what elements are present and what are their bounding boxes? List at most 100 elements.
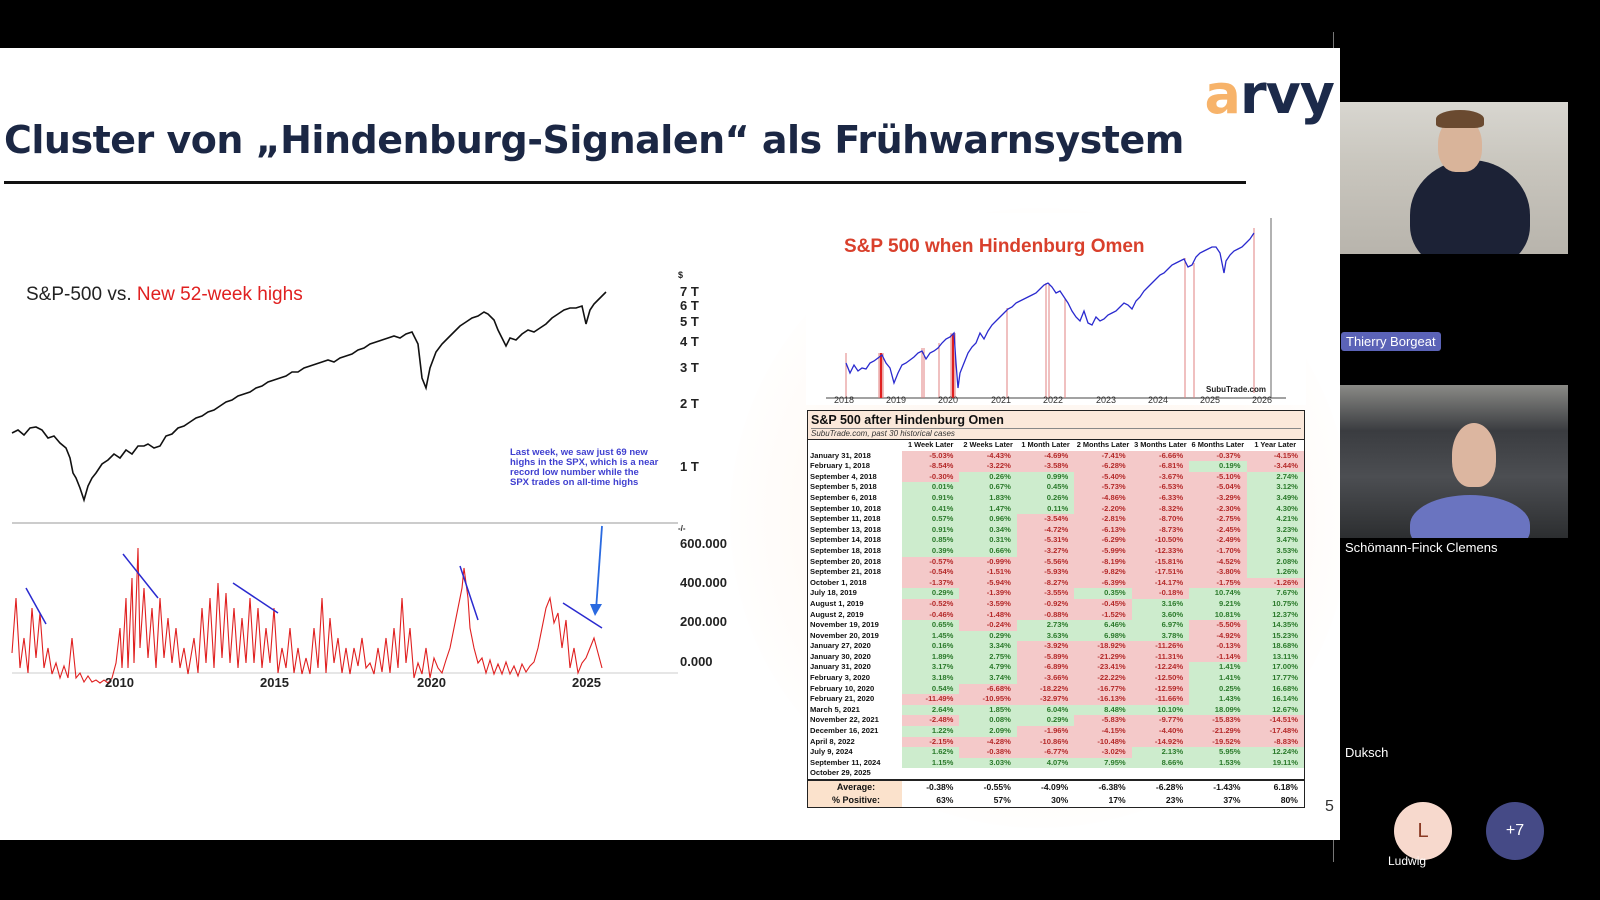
table-row: September 14, 2018 0.85% 0.31% -5.31% -6.29%… (808, 535, 1304, 546)
x-tick: 2015 (260, 675, 289, 690)
table-cell: 12.24% (1246, 747, 1304, 758)
table-cell: -15.83% (1189, 715, 1247, 727)
table-cell: 3.53% (1246, 545, 1304, 557)
table-cell: -5.99% (1074, 545, 1132, 557)
table-cell: 9.21% (1189, 598, 1247, 610)
more-participants-button[interactable]: +7 (1486, 802, 1544, 860)
positive-value: 57% (993, 795, 1011, 805)
table-cell: 2.74% (1246, 471, 1304, 483)
price-tick: 1 T (680, 459, 699, 474)
table-cell: -3.67% (1131, 471, 1190, 483)
row-date: August 1, 2019 (810, 598, 864, 608)
table-cell: -0.88% (1016, 609, 1075, 621)
table-cell: -1.39% (959, 588, 1017, 599)
table-cell: -16.77% (1074, 683, 1132, 695)
table-row: September 4, 2018 -0.30% 0.26% 0.99% -5.40% -… (808, 471, 1304, 483)
video-tile-schoemann-finck-clemens[interactable] (1340, 385, 1568, 538)
table-cell: -3.80% (1189, 567, 1247, 578)
table-cell: -11.49% (902, 694, 960, 705)
table-cell: -6.89% (1016, 662, 1075, 674)
table-cell: -10.48% (1074, 736, 1132, 748)
table-cell: 3.03% (959, 757, 1017, 769)
average-value: -6.28% (1155, 782, 1184, 792)
table-cell: -4.72% (1016, 524, 1075, 536)
table-cell: 12.37% (1246, 609, 1304, 621)
table-cell (902, 768, 960, 779)
positive-label: % Positive: (808, 794, 902, 807)
price-axis-unit: $ (678, 270, 684, 280)
column-header: 1 Year Later (1254, 440, 1297, 449)
table-cell: -3.92% (1016, 641, 1075, 652)
left-chart-title-sp500: S&P-500 vs. (26, 284, 137, 305)
table-column-headers: 1 Week Later 2 Weeks Later 1 Month Later… (808, 440, 1304, 451)
row-date: January 31, 2020 (810, 662, 871, 672)
row-date: September 20, 2018 (810, 556, 881, 566)
table-cell: -3.29% (1189, 492, 1247, 504)
row-date: November 22, 2021 (810, 715, 879, 725)
row-date: July 9, 2024 (810, 747, 853, 757)
table-cell: 1.47% (959, 503, 1017, 515)
slide-page-number: 5 (1325, 798, 1334, 815)
table-cell: 5.95% (1189, 747, 1247, 758)
table-cell: -2.48% (902, 715, 960, 727)
table-row: January 30, 2020 1.89% 2.75% -5.89% -21.29% -… (808, 651, 1304, 663)
table-cell: 14.35% (1246, 620, 1304, 631)
positive-value: 30% (1051, 795, 1069, 805)
table-cell: 0.41% (902, 503, 960, 515)
x-tick: 2018 (834, 395, 855, 405)
table-cell: -12.50% (1131, 673, 1190, 684)
row-date: October 29, 2025 (810, 768, 871, 778)
table-cell: -1.51% (959, 567, 1017, 578)
participant-avatar-ludwig[interactable]: L (1394, 802, 1452, 860)
table-cell: 0.39% (902, 545, 960, 557)
table-cell: -3.66% (1016, 673, 1075, 684)
table-cell: -5.93% (1016, 567, 1075, 578)
table-cell: -5.56% (1016, 556, 1075, 568)
column-header: 2 Months Later (1076, 440, 1130, 449)
row-date: February 3, 2020 (810, 673, 870, 683)
table-cell: 3.63% (1016, 630, 1075, 642)
hindenburg-omen-table: S&P 500 after Hindenburg Omen SubuTrade.… (807, 410, 1305, 808)
table-cell: -6.66% (1131, 450, 1190, 462)
table-cell: -2.81% (1074, 514, 1132, 525)
table-cell: -15.81% (1131, 556, 1190, 568)
table-row: January 31, 2020 3.17% 4.79% -6.89% -23.41% -… (808, 662, 1304, 674)
x-tick: 2023 (1096, 395, 1117, 405)
table-cell: 0.29% (902, 588, 960, 599)
table-cell: 8.48% (1074, 704, 1132, 716)
table-cell: -3.27% (1016, 545, 1075, 557)
table-subtitle: SubuTrade.com, past 30 historical cases (811, 428, 1301, 438)
table-cell (1016, 768, 1075, 779)
table-cell: 10.10% (1131, 704, 1190, 716)
table-cell: -0.57% (902, 556, 960, 568)
chart-annotation: Last week, we saw just 69 new highs in t… (510, 447, 659, 488)
table-cell: -4.52% (1189, 556, 1247, 568)
table-row: September 10, 2018 0.41% 1.47% 0.11% -2.20% -… (808, 503, 1304, 515)
table-cell: -11.66% (1131, 694, 1190, 705)
row-date: February 21, 2020 (810, 694, 875, 704)
table-cell: 0.54% (902, 683, 960, 695)
price-tick: 5 T (680, 314, 699, 329)
right-chart-title: S&P 500 when Hindenburg Omen (844, 236, 1145, 257)
row-date: February 10, 2020 (810, 683, 875, 693)
table-cell: -4.28% (959, 736, 1017, 748)
average-row: Average: -0.38% -0.55% -4.09% -6.38% -6.… (808, 781, 1304, 794)
table-cell: -17.48% (1246, 726, 1304, 737)
table-cell: 3.60% (1131, 609, 1190, 621)
table-cell: -11.31% (1131, 651, 1190, 663)
chart-canvas (11, 291, 678, 684)
column-header: 1 Month Later (1021, 440, 1070, 449)
table-cell: 3.16% (1131, 598, 1190, 610)
table-cell: -1.14% (1189, 651, 1247, 663)
table-cell: -4.15% (1074, 726, 1132, 737)
average-value: 6.18% (1273, 782, 1298, 792)
table-cell: 10.75% (1246, 598, 1304, 610)
table-cell: -12.33% (1131, 545, 1190, 557)
table-cell: 0.11% (1016, 503, 1075, 515)
row-date: February 1, 2018 (810, 461, 870, 471)
video-tile-thierry-borgeat[interactable] (1340, 102, 1568, 254)
x-tick: 2020 (417, 675, 446, 690)
table-cell: 13.11% (1246, 651, 1304, 663)
table-cell: 16.14% (1246, 694, 1304, 705)
table-cell: -4.43% (959, 450, 1017, 462)
